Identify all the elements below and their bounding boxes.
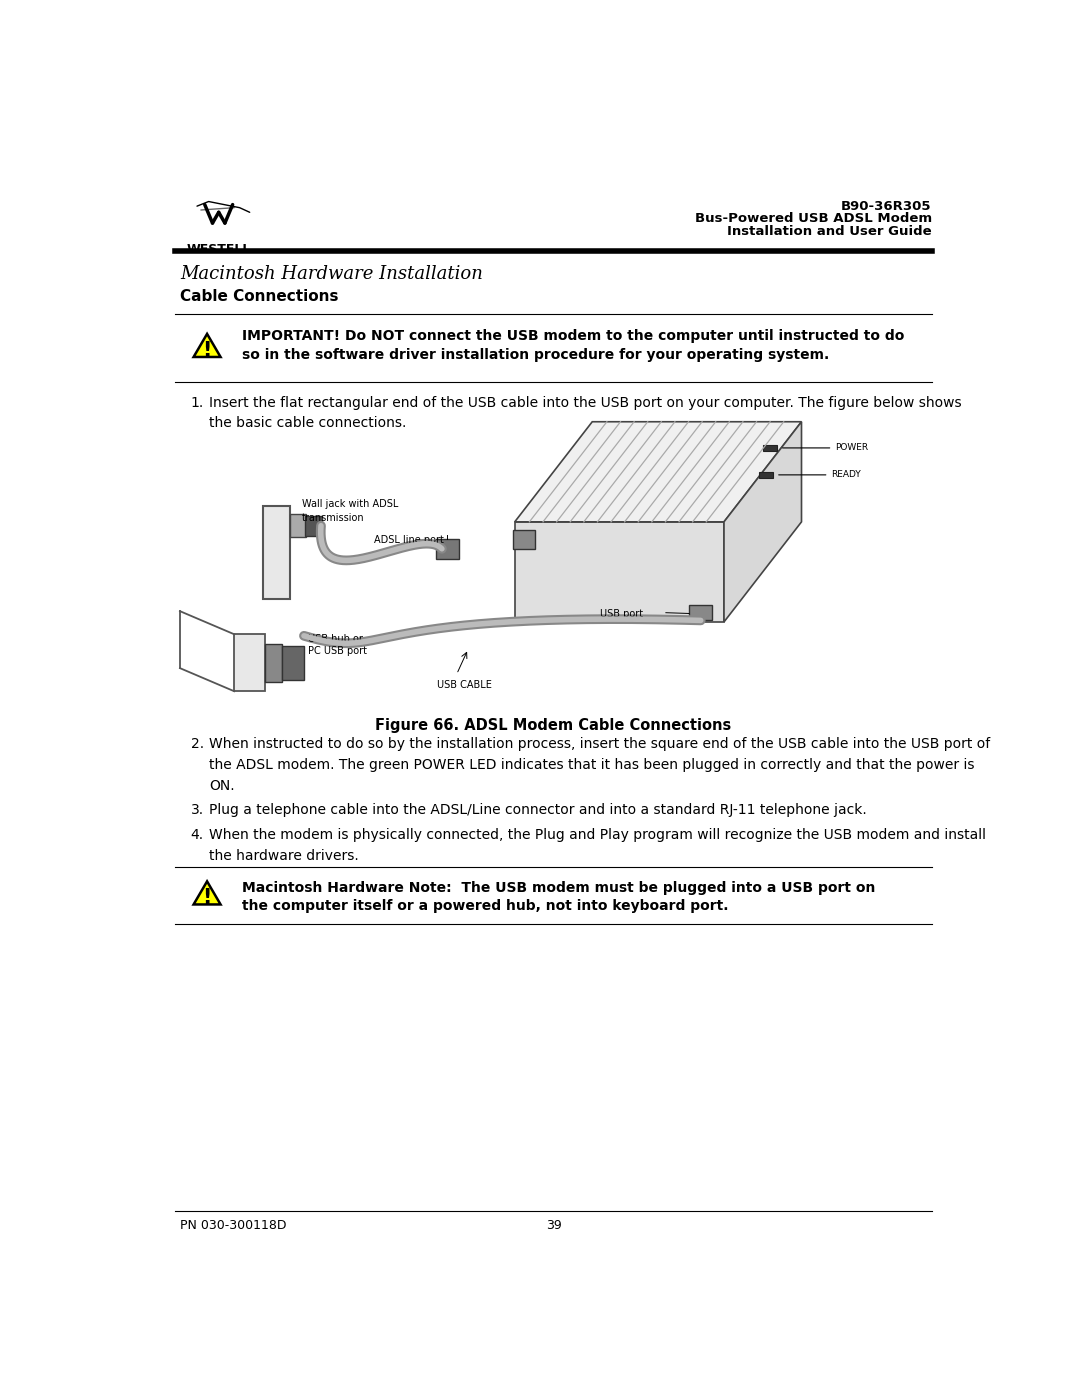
Polygon shape	[234, 634, 266, 692]
Text: !: !	[202, 341, 212, 360]
Bar	[759, 472, 773, 478]
Text: WESTELL: WESTELL	[187, 243, 251, 256]
Text: Installation and User Guide: Installation and User Guide	[727, 225, 932, 237]
Text: USB CABLE: USB CABLE	[437, 680, 492, 690]
Polygon shape	[515, 422, 801, 522]
Bar	[291, 514, 306, 538]
Text: Bus-Powered USB ADSL Modem: Bus-Powered USB ADSL Modem	[694, 212, 932, 225]
Text: READY: READY	[831, 471, 861, 479]
Text: 39: 39	[545, 1218, 562, 1232]
Text: 4.: 4.	[191, 828, 204, 842]
Text: When instructed to do so by the installation process, insert the square end of t: When instructed to do so by the installa…	[210, 738, 990, 792]
Bar	[266, 644, 282, 682]
Text: Macintosh Hardware Installation: Macintosh Hardware Installation	[180, 264, 483, 282]
Text: transmission: transmission	[301, 513, 364, 522]
Bar	[689, 605, 713, 620]
Polygon shape	[193, 882, 220, 904]
Text: Insert the flat rectangular end of the USB cable into the USB port on your compu: Insert the flat rectangular end of the U…	[210, 395, 962, 430]
Polygon shape	[193, 334, 220, 358]
Text: !: !	[202, 888, 212, 908]
Text: POWER: POWER	[835, 443, 868, 453]
Text: IMPORTANT! Do NOT connect the USB modem to the computer until instructed to do: IMPORTANT! Do NOT connect the USB modem …	[242, 330, 904, 344]
Bar	[762, 444, 777, 451]
Text: When the modem is physically connected, the Plug and Play program will recognize: When the modem is physically connected, …	[210, 828, 986, 863]
Bar	[305, 515, 322, 535]
Text: PC USB port: PC USB port	[308, 645, 367, 655]
Polygon shape	[724, 422, 801, 622]
Text: Wall jack with ADSL: Wall jack with ADSL	[301, 499, 399, 509]
Text: B90-36R305: B90-36R305	[841, 200, 932, 212]
Bar	[262, 507, 291, 599]
Text: so in the software driver installation procedure for your operating system.: so in the software driver installation p…	[242, 348, 829, 362]
Text: 1.: 1.	[191, 395, 204, 409]
Polygon shape	[515, 522, 724, 622]
Text: Macintosh Hardware Note:  The USB modem must be plugged into a USB port on: Macintosh Hardware Note: The USB modem m…	[242, 880, 875, 894]
Text: Figure 66. ADSL Modem Cable Connections: Figure 66. ADSL Modem Cable Connections	[376, 718, 731, 733]
Text: USB hub or: USB hub or	[308, 634, 363, 644]
Text: PN 030-300118D: PN 030-300118D	[180, 1218, 286, 1232]
Text: the computer itself or a powered hub, not into keyboard port.: the computer itself or a powered hub, no…	[242, 900, 728, 914]
Bar	[513, 529, 535, 549]
Text: 2.: 2.	[191, 738, 204, 752]
Text: ADSL line port: ADSL line port	[374, 535, 444, 545]
Text: 3.: 3.	[191, 803, 204, 817]
Bar	[435, 539, 459, 559]
Bar	[282, 645, 303, 680]
Text: Plug a telephone cable into the ADSL/Line connector and into a standard RJ-11 te: Plug a telephone cable into the ADSL/Lin…	[210, 803, 867, 817]
Text: Cable Connections: Cable Connections	[180, 289, 338, 305]
Text: USB port: USB port	[600, 609, 643, 619]
